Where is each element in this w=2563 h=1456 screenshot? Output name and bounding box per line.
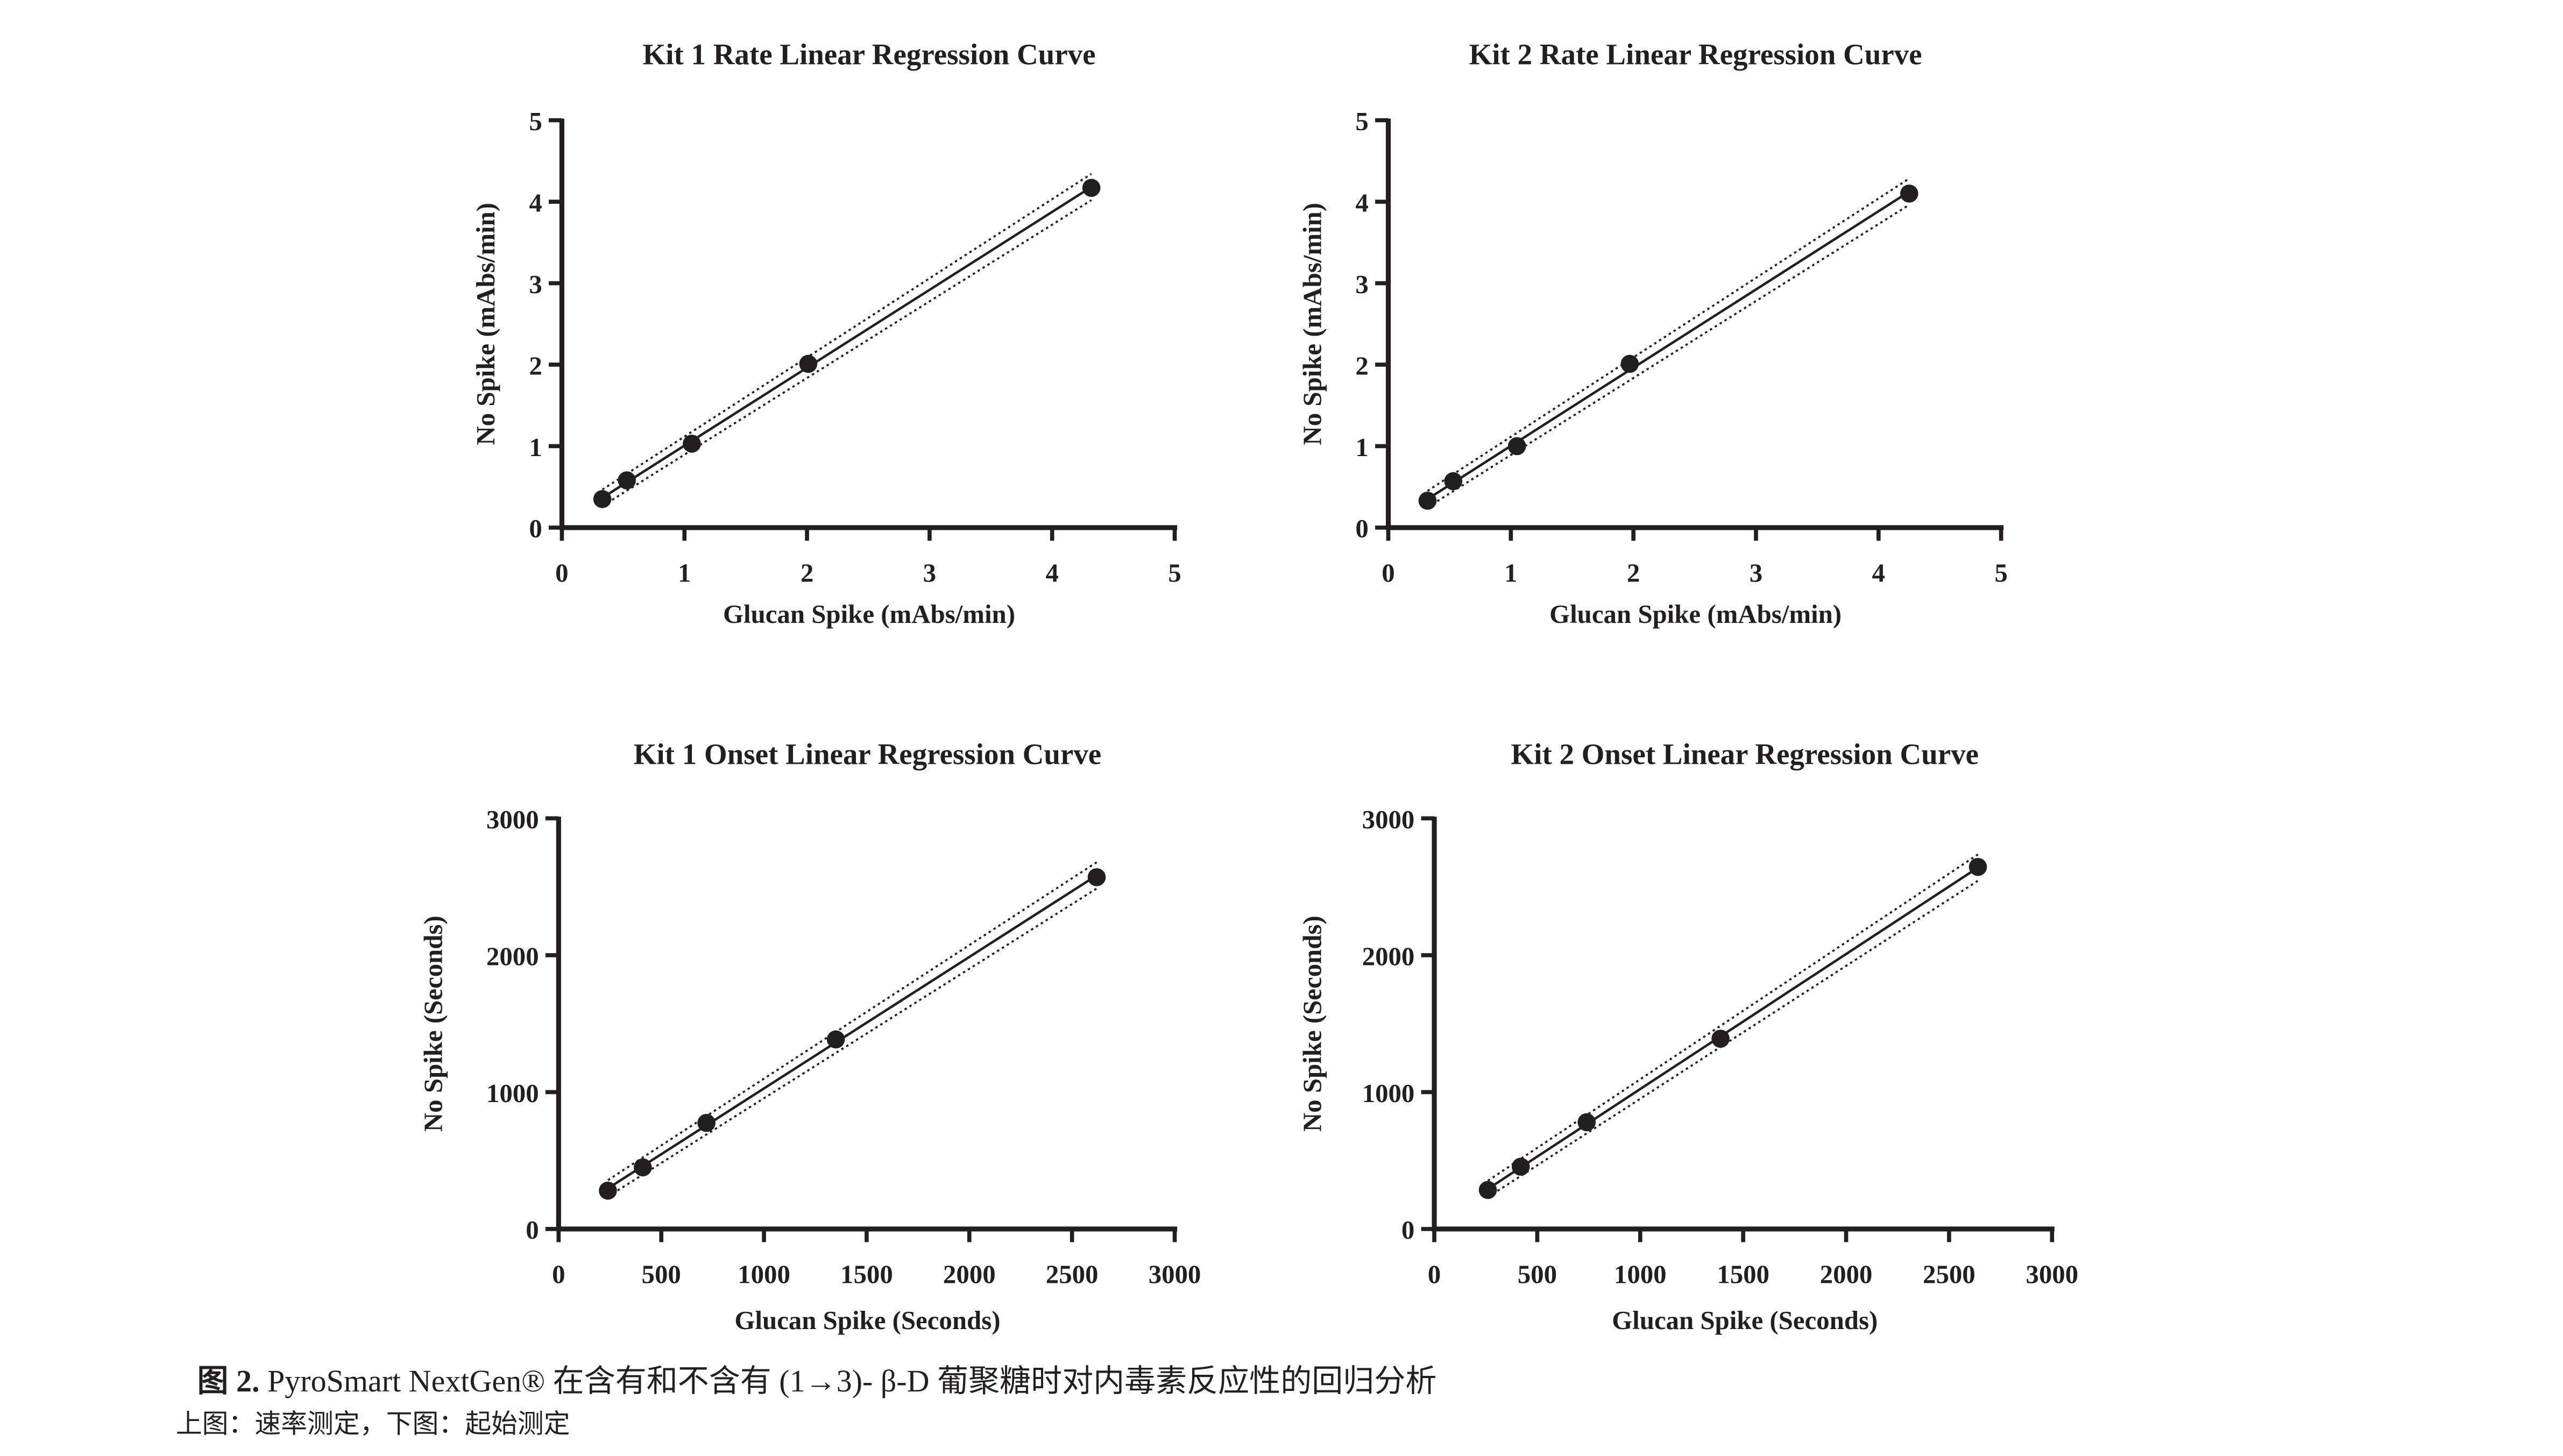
data-point [697, 1113, 716, 1132]
regression-line [1487, 867, 1979, 1190]
y-tick-label: 0 [526, 1215, 539, 1245]
x-tick-label: 3000 [2026, 1260, 2078, 1289]
data-point [1900, 184, 1918, 203]
y-tick-label: 1000 [486, 1078, 539, 1108]
y-tick-label: 1 [529, 432, 542, 462]
y-axis-label: No Spike (mAbs/min) [471, 203, 500, 445]
chart-title: Kit 2 Rate Linear Regression Curve [1469, 38, 1922, 71]
regression-line [601, 186, 1092, 499]
data-point [593, 490, 612, 508]
caption-text: PyroSmart NextGen® 在含有和不含有 (1→3)- β-D 葡聚… [259, 1363, 1436, 1398]
y-tick-label: 3 [529, 269, 542, 299]
x-tick-label: 3 [923, 558, 936, 588]
y-tick-label: 2 [1355, 351, 1368, 380]
data-point [1577, 1113, 1596, 1132]
x-tick-label: 0 [555, 558, 568, 588]
data-point [826, 1030, 845, 1049]
x-tick-label: 4 [1045, 558, 1058, 588]
y-tick-label: 3000 [1362, 805, 1415, 834]
x-axis-label: Glucan Spike (mAbs/min) [723, 599, 1015, 629]
y-tick-label: 1 [1355, 432, 1368, 462]
y-tick-label: 3000 [486, 805, 539, 834]
x-axis-label: Glucan Spike (mAbs/min) [1549, 599, 1842, 629]
confidence-band-upper [1427, 177, 1910, 492]
data-point [599, 1181, 617, 1200]
data-point [1478, 1181, 1497, 1199]
confidence-band-lower [601, 199, 1092, 507]
data-point [1507, 437, 1526, 456]
y-tick-label: 0 [1401, 1215, 1414, 1245]
x-tick-label: 2 [801, 558, 813, 588]
caption-subtext: 上图：速率测定，下图：起始测定 [176, 1409, 570, 1439]
x-tick-label: 2000 [943, 1260, 996, 1289]
data-point [1087, 868, 1106, 886]
confidence-band-lower [607, 887, 1098, 1198]
y-tick-label: 4 [1355, 188, 1368, 217]
chart-title: Kit 1 Onset Linear Regression Curve [634, 738, 1102, 771]
chart-4: Kit 2 Onset Linear Regression Curve 0 500 1… [1297, 738, 2078, 1336]
y-tick-label: 3 [1355, 269, 1368, 299]
chart-1: Kit 1 Rate Linear Regression Curve 0 1 2 3 4 5… [471, 38, 1181, 629]
data-point [1511, 1157, 1530, 1176]
x-tick-label: 1000 [1614, 1260, 1667, 1289]
data-point [634, 1158, 652, 1177]
confidence-band-upper [607, 861, 1098, 1181]
y-axis-label: No Spike (Seconds) [1297, 915, 1327, 1132]
y-tick-label: 1000 [1362, 1078, 1415, 1108]
x-tick-label: 1500 [840, 1260, 893, 1289]
x-tick-label: 5 [1994, 558, 2007, 588]
data-point [1444, 472, 1463, 491]
x-tick-label: 1000 [738, 1260, 790, 1289]
data-point [1711, 1029, 1730, 1048]
x-tick-label: 500 [1518, 1260, 1557, 1289]
y-tick-label: 0 [1355, 514, 1368, 543]
y-tick-label: 0 [529, 514, 542, 543]
data-point [1418, 492, 1437, 510]
y-axis-label: No Spike (Seconds) [418, 915, 448, 1132]
x-tick-label: 4 [1872, 558, 1885, 588]
x-tick-label: 1 [1504, 558, 1517, 588]
regression-line [607, 874, 1098, 1190]
data-point [1620, 354, 1639, 373]
x-tick-label: 0 [552, 1260, 565, 1289]
chart-3: Kit 1 Onset Linear Regression Curve 0 500 1… [418, 738, 1201, 1336]
confidence-band-upper [601, 173, 1092, 491]
data-point [799, 354, 818, 373]
data-point [1969, 858, 1987, 876]
data-point [618, 471, 636, 489]
x-tick-label: 2500 [1046, 1260, 1099, 1289]
x-tick-label: 2500 [1923, 1260, 1976, 1289]
x-tick-label: 0 [1428, 1260, 1441, 1289]
x-tick-label: 2000 [1820, 1260, 1873, 1289]
y-tick-label: 5 [1355, 106, 1368, 136]
y-tick-label: 2 [529, 351, 542, 380]
y-tick-label: 5 [529, 106, 542, 136]
chart-2: Kit 2 Rate Linear Regression Curve 0 1 2 3 4 5… [1297, 38, 2008, 629]
caption-label: 图 2. [197, 1363, 259, 1398]
y-tick-label: 4 [529, 188, 542, 217]
x-tick-label: 0 [1382, 558, 1394, 588]
y-tick-label: 2000 [1362, 941, 1415, 971]
x-axis-label: Glucan Spike (Seconds) [1612, 1305, 1878, 1335]
chart-title: Kit 1 Rate Linear Regression Curve [642, 38, 1095, 71]
x-tick-label: 5 [1168, 558, 1181, 588]
x-tick-label: 3000 [1149, 1260, 1201, 1289]
x-tick-label: 3 [1750, 558, 1762, 588]
confidence-band-lower [1487, 879, 1979, 1198]
data-point [683, 435, 701, 453]
x-tick-label: 1 [678, 558, 691, 588]
x-axis-label: Glucan Spike (Seconds) [734, 1305, 1000, 1335]
regression-line [1427, 190, 1910, 500]
x-tick-label: 2 [1627, 558, 1640, 588]
data-point [1082, 179, 1101, 197]
x-tick-label: 500 [642, 1260, 681, 1289]
x-tick-label: 1500 [1717, 1260, 1769, 1289]
y-axis-label: No Spike (mAbs/min) [1297, 203, 1327, 445]
confidence-band-upper [1487, 854, 1979, 1182]
caption: 图 2. PyroSmart NextGen® 在含有和不含有 (1→3)- β… [197, 1363, 1436, 1398]
chart-title: Kit 2 Onset Linear Regression Curve [1511, 738, 1979, 771]
y-tick-label: 2000 [486, 941, 539, 971]
confidence-band-lower [1427, 204, 1910, 508]
